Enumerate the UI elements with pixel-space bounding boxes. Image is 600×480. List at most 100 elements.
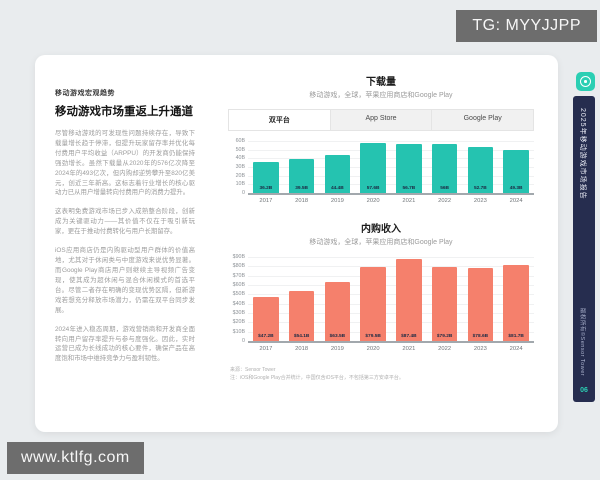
gridline [248,294,534,296]
y-axis-tick-label: 50B [235,146,245,153]
bar-2018: 39.5B [288,158,315,193]
revenue-x-axis: 2017 2018 2019 2020 2021 2022 2023 2024 [248,346,534,352]
bar-value-label: $79.2B [436,334,453,339]
gridline [248,167,534,168]
x-axis-label: 2018 [295,346,309,352]
bar-column: 56B [427,141,463,193]
bar-column: $47.2B [248,257,284,341]
spine-report-title: 2025年移动游戏市场报告 [579,108,586,200]
y-axis-tick-label: $10B [232,328,245,335]
bar-value-label: $63.5B [329,334,346,339]
y-axis-tick-label: $70B [232,272,245,279]
x-axis-label: 2023 [473,346,487,352]
bar-value-label: 39.5B [295,186,309,191]
y-axis-tick-label: 20B [235,172,245,179]
x-axis-label: 2023 [473,198,487,204]
bar-value-label: 44.4B [330,186,344,191]
revenue-chart-subtitle: 移动游戏，全球，苹果应用商店和Google Play [309,239,453,246]
bar-value-label: $47.2B [258,334,274,339]
bar-column: 56.7B [391,141,427,193]
y-axis-tick-label: 60B [235,138,245,144]
platform-tabs: 双平台 App Store Google Play [228,109,534,131]
bar-2017: 36.2B [253,161,279,193]
bar-value-label: 56B [440,186,450,191]
bar-value-label: $78.6B [472,334,489,339]
bar-column: 39.5B [284,141,320,193]
bar-2024: $81.7B [503,264,529,341]
gridline [248,275,534,277]
gridline [248,158,534,160]
bar-2018: $54.1B [288,290,315,341]
x-axis-label: 2024 [509,198,523,204]
y-axis-tick-label: $80B [232,263,245,270]
bar-column: $81.7B [498,257,534,341]
gridline [248,257,534,258]
y-axis-tick-label: $30B [232,310,245,316]
bar-value-label: $54.1B [293,334,310,339]
spine-copyright: 版权所有©Sensor Tower [579,308,585,377]
article-paragraph: 尽管移动游戏的可发现性问题持续存在，导致下载量增长趋于停滞，但提升玩家留存率并优… [55,129,195,197]
bar-column: $78.6B [463,257,499,341]
report-card: 移动游戏宏观趋势 移动游戏市场重返上升通道 尽管移动游戏的可发现性问题持续存在，… [35,55,558,432]
x-axis-label: 2017 [259,346,273,352]
bar-2023: 52.7B [467,147,494,193]
article-paragraph: 这表明免费游戏市场已步入成熟整合阶段，创新成为关键驱动力——其价值不仅在于吸引新… [55,208,195,236]
bar-column: 57.6B [355,141,391,193]
y-axis-tick-label: $50B [232,291,245,298]
bar-2021: $87.4B [396,259,422,341]
revenue-chart-title: 内购收入 [361,224,401,235]
downloads-x-axis: 2017 2018 2019 2020 2021 2022 2023 2024 [248,198,534,204]
bar-2020: 57.6B [360,143,386,193]
gridline [248,322,534,324]
bar-2022: $79.2B [431,267,458,341]
y-axis-tick-label: 0 [242,190,245,196]
bar-2022: 56B [431,144,458,193]
bar-2017: $47.2B [253,296,279,341]
article-title: 移动游戏市场重返上升通道 [55,106,193,118]
x-axis-label: 2017 [259,198,273,204]
tab-app-store[interactable]: App Store [331,110,433,130]
report-spine: 2025年移动游戏市场报告 版权所有©Sensor Tower 06 [573,96,595,402]
bar-column: $63.5B [320,257,356,341]
x-axis-label: 2021 [402,198,416,204]
article-eyebrow: 移动游戏宏观趋势 [55,90,115,97]
bar-value-label: 56.7B [402,186,416,191]
charts-column: 下载量 移动游戏，全球，苹果应用商店和Google Play 双平台 App S… [228,73,534,382]
target-ring-icon [580,76,591,87]
y-axis-tick-label: 0 [242,338,245,344]
bar-column: $79.5B [355,257,391,341]
bar-2019: $63.5B [324,281,351,341]
gridline [248,175,534,177]
bar-column: $79.2B [427,257,463,341]
tab-both-platforms[interactable]: 双平台 [229,110,331,130]
gridline [248,184,534,186]
watermark-telegram: TG: MYYJJPP [456,10,597,42]
x-axis-label: 2018 [295,198,309,204]
gridline [248,149,534,151]
x-axis-label: 2024 [509,346,523,352]
revenue-bars: $47.2B $54.1B $63.5B $79.5B $87.4B $79.2B $78.… [248,257,534,341]
page-number: 06 [580,387,588,394]
bar-2024: 49.3B [503,150,529,193]
bar-column: 52.7B [463,141,499,193]
tab-google-play[interactable]: Google Play [463,115,502,122]
bar-value-label: 52.7B [473,186,487,191]
revenue-bar-chart: $47.2B $54.1B $63.5B $79.5B $87.4B $79.2B $78.… [228,254,534,352]
bar-2020: $79.5B [360,266,386,341]
bar-value-label: 36.2B [259,186,273,191]
revenue-plot-area: $47.2B $54.1B $63.5B $79.5B $87.4B $79.2B $78.… [233,254,534,344]
bar-column: 49.3B [498,141,534,193]
bar-2023: $78.6B [467,267,494,341]
gridline [248,331,534,333]
gridline [248,313,534,314]
bar-column: $54.1B [284,257,320,341]
methodology-note: 注：iOS和Google Play合并统计，中国仅含iOS平台，不包括第三方安卓… [230,375,404,381]
gridline [248,141,534,142]
bar-column: 36.2B [248,141,284,193]
bar-2019: 44.4B [324,154,351,193]
x-axis-label: 2019 [330,346,344,352]
y-axis-tick-label: $60B [232,282,245,288]
source-note: 来源：Sensor Tower [230,367,276,373]
gridline [248,303,534,305]
